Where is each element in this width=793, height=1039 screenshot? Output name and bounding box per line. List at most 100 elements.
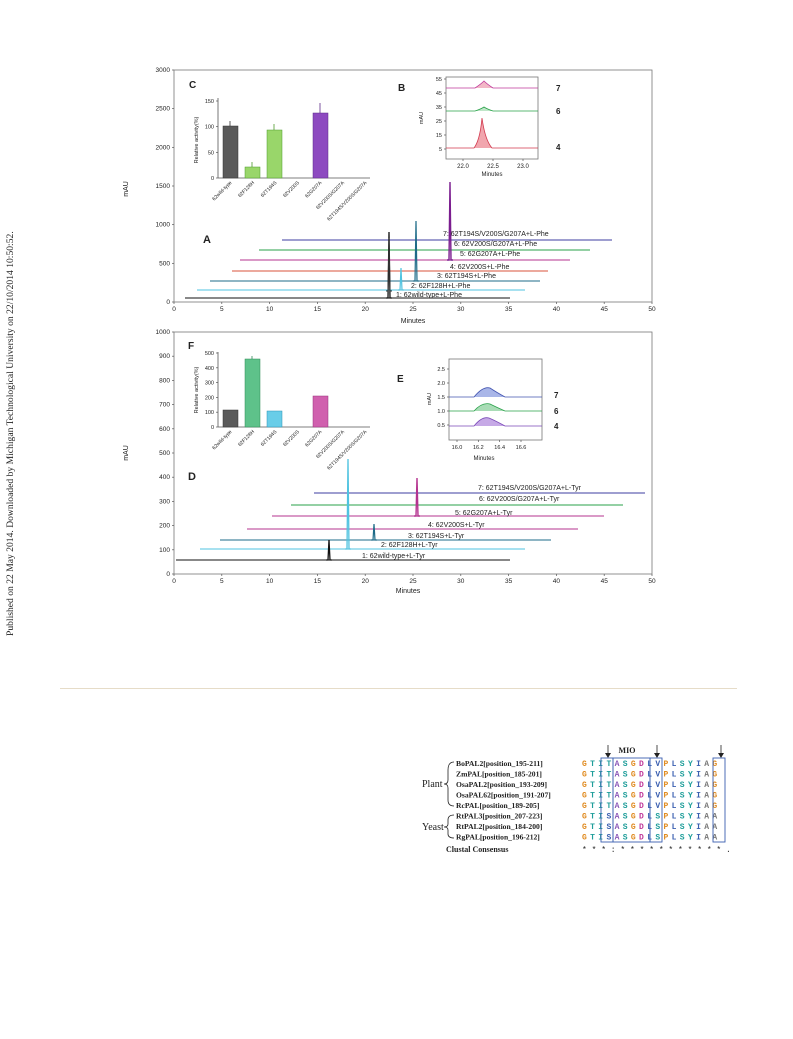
residue: Y	[688, 771, 693, 780]
panel-top-y-axis: 0 500 1000 1500 2000 2500 3000	[156, 67, 174, 306]
x-tick-label: 25	[409, 578, 417, 585]
residue: S	[623, 834, 628, 843]
residue: S	[655, 813, 660, 822]
panel-A-letter: A	[203, 234, 211, 246]
residue: S	[623, 760, 628, 769]
y-tick-label: 35	[436, 105, 442, 111]
residue: G	[631, 802, 636, 811]
x-tick-label: 16.6	[516, 445, 527, 451]
residue: G	[582, 813, 587, 822]
btrace-3-label: 3: 62T194S+L-Tyr	[408, 533, 465, 540]
y-tick-label: 55	[436, 77, 442, 83]
y-tick-label: 100	[205, 125, 214, 131]
inset-E-y-label: mAU	[427, 393, 433, 405]
residue: L	[672, 823, 677, 832]
residue: S	[680, 760, 685, 769]
inset-B-letter: B	[398, 83, 405, 94]
residue: D	[639, 823, 644, 832]
trace-2-peak	[398, 267, 404, 291]
alignment-row-name: RgPAL[position_196-212]	[456, 833, 540, 842]
alignment-arrows	[605, 745, 724, 758]
inset-B-trace-label-6: 6	[556, 107, 561, 116]
x-tick-label: 25	[409, 306, 417, 313]
y-tick-label: 100	[159, 547, 170, 554]
panel-bottom-x-axis: 0 5 10 15 20 25 30 35 40 45 50	[172, 574, 656, 585]
residue: I	[696, 792, 701, 801]
residue: T	[606, 760, 611, 769]
residue: S	[680, 813, 685, 822]
clustal-consensus-symbols: * * * : * * * * * * * * * * * .	[582, 846, 731, 855]
y-tick-label: 300	[205, 381, 214, 387]
btrace-1-peak	[326, 539, 332, 561]
x-tick-label: 30	[457, 578, 465, 585]
btrace-2-label: 2: 62F128H+L-Tyr	[381, 542, 438, 549]
trace-4-label: 4: 62V200S+L-Phe	[450, 264, 509, 271]
residue: G	[631, 792, 636, 801]
y-tick-label: 2000	[156, 144, 171, 151]
y-tick-label: 500	[159, 260, 170, 267]
x-tick-label: 16.4	[494, 445, 505, 451]
y-tick-label: 600	[159, 426, 170, 433]
residue: I	[696, 813, 701, 822]
residue: G	[582, 792, 587, 801]
alignment-row-name: OsaPAL62[position_191-207]	[456, 791, 551, 800]
alignment-row-name: RtPAL3[position_207-223]	[456, 812, 542, 821]
inset-C-y-label: Relative activity(%)	[194, 116, 200, 163]
residue: P	[664, 792, 669, 801]
panel-top-trace-labels: 7: 62T194S/V200S/G207A+L-Phe 6: 62V200S/…	[396, 231, 549, 299]
x-tick-label: 50	[648, 578, 656, 585]
y-tick-label: 15	[436, 133, 442, 139]
inset-B-trace-7	[446, 80, 538, 89]
residue: A	[704, 834, 709, 843]
residue: D	[639, 802, 644, 811]
inset-F-y-ticks: 0 100 200 300 400 500	[205, 351, 218, 431]
y-tick-label: 0	[166, 571, 170, 578]
residue: S	[680, 823, 685, 832]
residue: A	[615, 802, 620, 811]
residue: A	[615, 813, 620, 822]
residue: A	[615, 823, 620, 832]
residue: P	[664, 823, 669, 832]
residue: S	[680, 771, 685, 780]
residue: S	[623, 781, 628, 790]
residue: S	[680, 792, 685, 801]
residue: I	[696, 781, 701, 790]
clustal-consensus-label: Clustal Consensus	[446, 845, 508, 854]
inset-E-x-label: Minutes	[473, 456, 494, 462]
residue: D	[639, 781, 644, 790]
btrace-6-label: 6: 62V200S/G207A+L-Tyr	[479, 496, 560, 503]
x-tick-label: 20	[362, 306, 370, 313]
section-divider	[60, 688, 737, 689]
residue: S	[623, 802, 628, 811]
residue: S	[623, 771, 628, 780]
panel-bottom-trace-labels: 7: 62T194S/V200S/G207A+L-Tyr 6: 62V200S/…	[362, 485, 582, 560]
residue: L	[672, 760, 677, 769]
y-tick-label: 400	[159, 474, 170, 481]
residue: P	[664, 813, 669, 822]
y-tick-label: 500	[159, 450, 170, 457]
residue: G	[582, 802, 587, 811]
x-tick-label: 35	[505, 306, 513, 313]
inset-B-trace-4	[446, 117, 538, 149]
residue: I	[696, 802, 701, 811]
y-tick-label: 3000	[156, 67, 171, 74]
y-tick-label: 500	[205, 351, 214, 357]
residue: D	[639, 792, 644, 801]
residue: A	[704, 802, 709, 811]
residue: G	[582, 760, 587, 769]
inset-B-y-ticks: 5 15 25 35 45 55	[436, 77, 446, 153]
residue: G	[631, 781, 636, 790]
residue: L	[672, 834, 677, 843]
y-tick-label: 200	[205, 395, 214, 401]
residue: I	[696, 760, 701, 769]
panel-bottom-traces	[176, 458, 645, 561]
residue: T	[606, 802, 611, 811]
arrow-icon	[654, 753, 660, 758]
residue: P	[664, 760, 669, 769]
inset-B-frame	[445, 76, 539, 160]
residue: A	[712, 823, 717, 832]
inset-E-trace-6	[449, 403, 542, 412]
